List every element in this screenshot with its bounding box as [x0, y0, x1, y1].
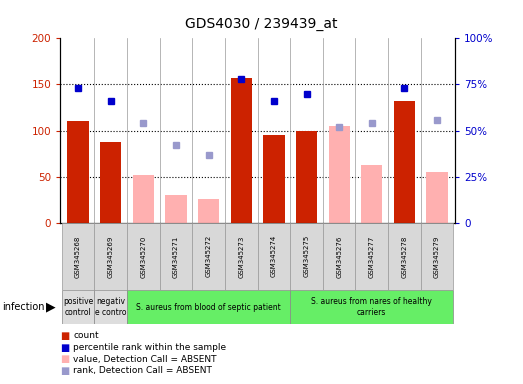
- Text: S. aureus from nares of healthy
carriers: S. aureus from nares of healthy carriers: [311, 298, 432, 317]
- Text: S. aureus from blood of septic patient: S. aureus from blood of septic patient: [137, 303, 281, 312]
- Bar: [257, 223, 290, 290]
- Bar: [290, 223, 323, 290]
- Bar: [323, 223, 356, 290]
- Bar: [296, 131, 317, 223]
- Bar: [361, 165, 382, 223]
- Text: GSM345270: GSM345270: [140, 235, 146, 278]
- Text: GSM345273: GSM345273: [238, 235, 244, 278]
- Text: GSM345269: GSM345269: [108, 235, 113, 278]
- Text: GDS4030 / 239439_at: GDS4030 / 239439_at: [185, 17, 338, 31]
- Text: GSM345276: GSM345276: [336, 235, 342, 278]
- Bar: [263, 135, 285, 223]
- Bar: [127, 223, 160, 290]
- Bar: [95, 290, 127, 324]
- Bar: [62, 290, 95, 324]
- Text: GSM345278: GSM345278: [402, 235, 407, 278]
- Text: GSM345279: GSM345279: [434, 235, 440, 278]
- Bar: [95, 223, 127, 290]
- Text: GSM345272: GSM345272: [206, 235, 212, 278]
- Text: ■: ■: [60, 366, 70, 376]
- Bar: [388, 223, 420, 290]
- Text: GSM345275: GSM345275: [303, 235, 310, 278]
- Bar: [328, 126, 350, 223]
- Text: positive
control: positive control: [63, 298, 93, 317]
- Text: percentile rank within the sample: percentile rank within the sample: [73, 343, 226, 352]
- Bar: [290, 290, 453, 324]
- Bar: [420, 223, 453, 290]
- Text: infection: infection: [3, 302, 45, 312]
- Bar: [67, 121, 89, 223]
- Bar: [160, 223, 192, 290]
- Bar: [231, 78, 252, 223]
- Text: negativ
e contro: negativ e contro: [95, 298, 127, 317]
- Text: GSM345274: GSM345274: [271, 235, 277, 278]
- Bar: [192, 223, 225, 290]
- Text: GSM345271: GSM345271: [173, 235, 179, 278]
- Text: count: count: [73, 331, 99, 341]
- Bar: [394, 101, 415, 223]
- Text: ■: ■: [60, 354, 70, 364]
- Bar: [133, 175, 154, 223]
- Bar: [165, 195, 187, 223]
- Text: GSM345268: GSM345268: [75, 235, 81, 278]
- Bar: [225, 223, 257, 290]
- Text: ▶: ▶: [46, 301, 55, 314]
- Text: GSM345277: GSM345277: [369, 235, 375, 278]
- Text: rank, Detection Call = ABSENT: rank, Detection Call = ABSENT: [73, 366, 212, 375]
- Bar: [426, 172, 448, 223]
- Bar: [198, 199, 219, 223]
- Text: ■: ■: [60, 331, 70, 341]
- Text: ■: ■: [60, 343, 70, 353]
- Text: value, Detection Call = ABSENT: value, Detection Call = ABSENT: [73, 354, 217, 364]
- Bar: [62, 223, 95, 290]
- Bar: [356, 223, 388, 290]
- Bar: [127, 290, 290, 324]
- Bar: [100, 142, 121, 223]
